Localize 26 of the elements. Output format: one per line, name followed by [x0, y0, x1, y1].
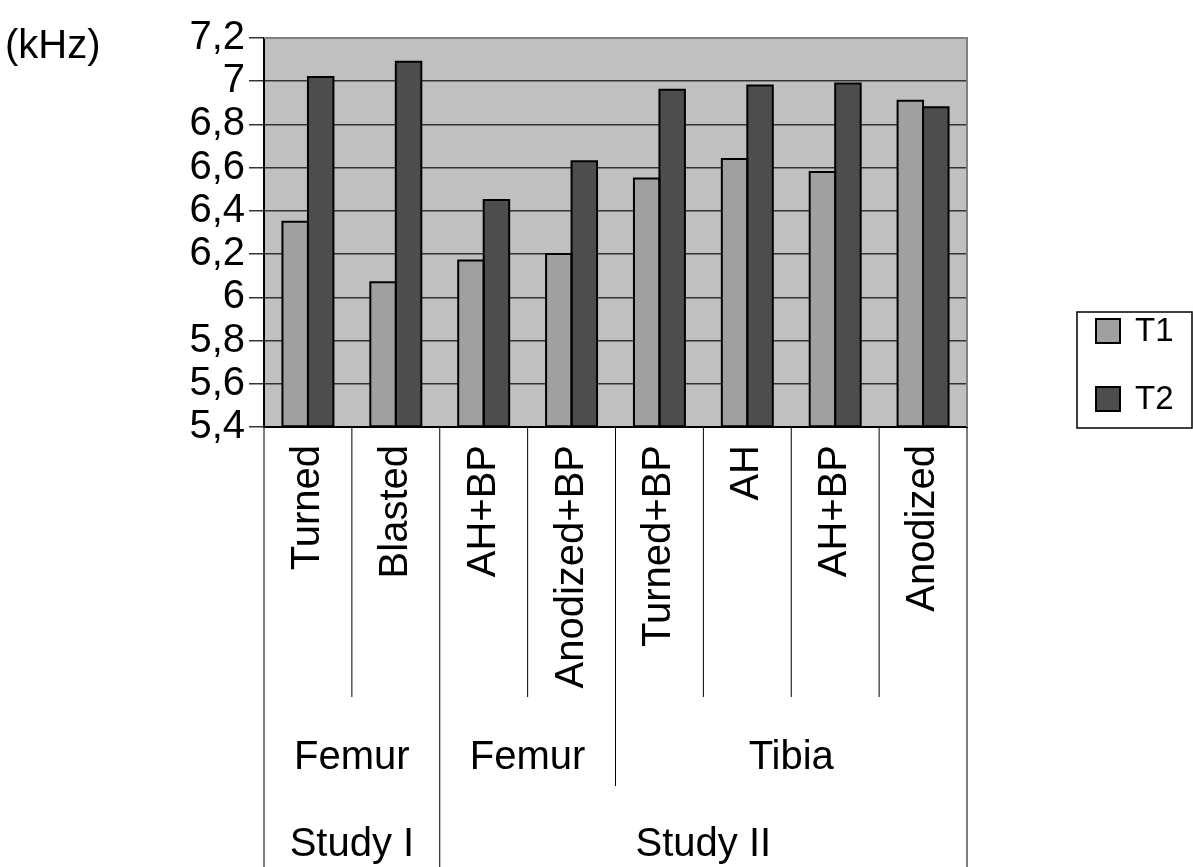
y-tick-label: 7,2: [189, 13, 245, 58]
legend-label: T1: [1135, 311, 1174, 349]
y-tick-label: 6,2: [189, 229, 245, 274]
y-tick-label: 6: [222, 272, 245, 317]
text: Femur: [469, 733, 586, 778]
x-tick-label: Anodized: [898, 445, 943, 612]
x-tick-label: AH: [722, 445, 767, 501]
text: Femur: [294, 733, 410, 778]
y-tick-label: 6,6: [189, 142, 245, 187]
text: Tibia: [748, 733, 835, 778]
x-tick-label: AH+BP: [458, 445, 503, 578]
y-tick-label: 5,6: [189, 358, 245, 403]
y-tick-label: 5,8: [189, 315, 245, 360]
x-tick-label: AH+BP: [810, 445, 855, 578]
y-tick-label: 6,8: [189, 99, 245, 144]
text: Study II: [635, 820, 772, 865]
y-tick-label: 7: [222, 56, 245, 101]
y-axis-title: (kHz): [5, 22, 101, 67]
legend-label: T2: [1135, 379, 1174, 417]
x-tick-label: Blasted: [370, 445, 415, 579]
y-tick-label: 5,4: [189, 402, 245, 447]
x-tick-label: Anodized+BP: [546, 445, 591, 689]
y-tick-label: 6,4: [189, 185, 245, 230]
text: Study I: [289, 820, 415, 865]
x-tick-label: Turned: [282, 445, 327, 571]
x-tick-label: Turned+BP: [634, 445, 679, 647]
